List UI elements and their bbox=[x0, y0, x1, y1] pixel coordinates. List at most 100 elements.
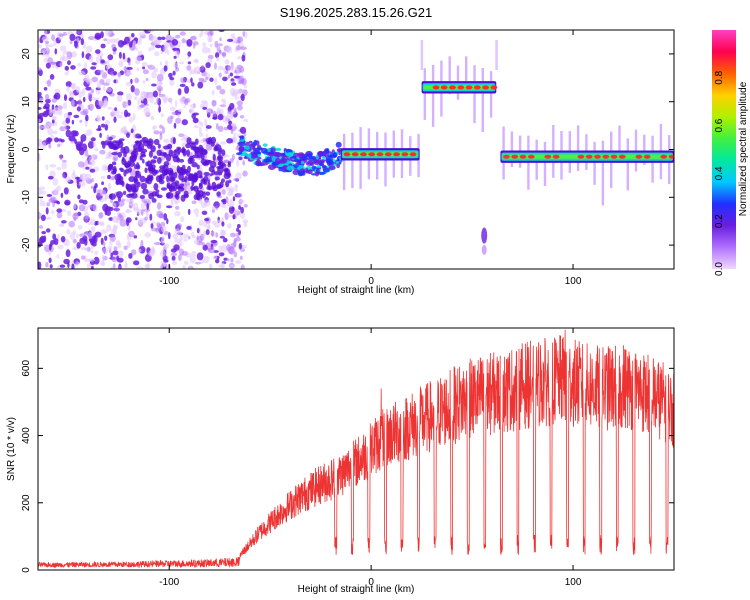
noise-blob bbox=[39, 200, 46, 207]
noise-cluster-blob bbox=[117, 151, 122, 158]
noise-blob bbox=[207, 222, 210, 229]
noise-blob bbox=[180, 77, 186, 84]
noise-cluster-blob bbox=[161, 187, 167, 191]
noise-blob bbox=[38, 97, 45, 105]
noise-blob bbox=[175, 34, 181, 39]
noise-blob bbox=[156, 73, 164, 82]
noise-blob bbox=[174, 200, 178, 205]
noise-blob bbox=[150, 115, 155, 121]
noise-blob bbox=[76, 146, 83, 151]
noise-blob bbox=[234, 107, 237, 113]
descending-track-blob bbox=[285, 149, 293, 154]
noise-blob bbox=[51, 104, 55, 110]
noise-blob bbox=[114, 206, 119, 212]
noise-blob bbox=[221, 98, 225, 103]
snr-y-tick-label: 200 bbox=[21, 494, 32, 511]
noise-blob bbox=[117, 250, 124, 258]
noise-blob bbox=[227, 110, 232, 114]
noise-blob bbox=[141, 91, 148, 96]
noise-blob bbox=[94, 32, 102, 40]
noise-blob bbox=[110, 198, 113, 204]
noise-cluster-blob bbox=[166, 191, 174, 199]
noise-blob bbox=[192, 117, 199, 124]
snr-x-ticks: -100 0 100 bbox=[159, 328, 582, 588]
noise-blob bbox=[159, 61, 163, 66]
noise-cluster-blob bbox=[194, 146, 200, 154]
noise-cluster-blob bbox=[181, 164, 186, 171]
descending-track-blob bbox=[274, 147, 282, 152]
noise-blob bbox=[77, 30, 81, 35]
noise-blob bbox=[151, 45, 155, 51]
noise-blob bbox=[238, 156, 243, 161]
noise-blob bbox=[57, 143, 61, 148]
noise-blob bbox=[137, 37, 142, 45]
noise-blob bbox=[163, 213, 168, 221]
noise-blob bbox=[54, 48, 58, 55]
noise-blob bbox=[170, 199, 174, 207]
noise-blob bbox=[222, 237, 228, 243]
noise-blob bbox=[236, 159, 240, 167]
noise-blob bbox=[51, 210, 55, 215]
noise-blob bbox=[231, 206, 235, 212]
noise-blob bbox=[236, 89, 244, 94]
noise-blob bbox=[111, 256, 118, 263]
noise-cluster-blob bbox=[171, 154, 179, 159]
noise-blob bbox=[52, 107, 60, 115]
noise-blob bbox=[227, 74, 230, 79]
noise-blob bbox=[157, 202, 162, 210]
noise-cluster-blob bbox=[128, 167, 133, 173]
noise-blob bbox=[90, 97, 98, 101]
noise-blob bbox=[38, 112, 46, 117]
noise-blob bbox=[38, 186, 46, 191]
noise-blob bbox=[170, 115, 174, 119]
noise-blob bbox=[41, 231, 46, 235]
noise-blob bbox=[215, 205, 219, 210]
noise-blob bbox=[45, 228, 51, 233]
noise-blob bbox=[217, 65, 224, 71]
snr-frame bbox=[37, 327, 675, 571]
segment-hotspot bbox=[409, 152, 417, 157]
noise-blob bbox=[227, 223, 232, 229]
colorbar-ticks: 0.0 0.2 0.4 0.6 0.8 bbox=[714, 70, 725, 276]
noise-blob bbox=[71, 119, 75, 125]
noise-blob bbox=[209, 43, 213, 48]
noise-blob bbox=[147, 30, 155, 33]
noise-blob bbox=[59, 264, 66, 268]
noise-cluster-blob bbox=[140, 182, 148, 190]
noise-blob bbox=[84, 247, 88, 251]
descending-track-blob bbox=[314, 170, 320, 177]
noise-blob bbox=[199, 132, 204, 137]
noise-blob bbox=[243, 118, 249, 123]
descending-track-blob bbox=[273, 151, 279, 157]
noise-blob bbox=[72, 247, 79, 250]
noise-blob bbox=[99, 221, 104, 225]
noise-blob bbox=[80, 110, 88, 116]
noise-cluster-blob bbox=[137, 164, 141, 170]
noise-cluster-blob bbox=[111, 152, 118, 156]
noise-cluster-blob bbox=[198, 182, 203, 190]
descending-track-blob bbox=[325, 158, 332, 164]
noise-cluster-blob bbox=[203, 181, 208, 185]
noise-blob bbox=[171, 39, 179, 46]
noise-blob bbox=[149, 213, 153, 221]
noise-blob bbox=[199, 104, 205, 109]
noise-blob bbox=[193, 208, 200, 215]
noise-blob bbox=[236, 192, 243, 198]
noise-blob bbox=[118, 51, 122, 59]
noise-blob bbox=[199, 198, 203, 205]
noise-blob bbox=[144, 216, 148, 221]
noise-blob bbox=[105, 30, 112, 37]
noise-blob bbox=[224, 59, 230, 65]
noise-blob bbox=[76, 242, 81, 249]
noise-blob bbox=[76, 106, 81, 112]
noise-blob bbox=[232, 196, 236, 202]
noise-blob bbox=[204, 218, 210, 222]
descending-track-blob bbox=[249, 143, 256, 150]
noise-cluster-blob bbox=[155, 192, 160, 197]
noise-cluster-blob bbox=[109, 143, 115, 149]
noise-blob bbox=[91, 242, 97, 247]
spectrogram-x-tick-label: -100 bbox=[159, 276, 179, 287]
noise-blob bbox=[158, 105, 162, 113]
noise-blob bbox=[177, 113, 181, 118]
noise-blob bbox=[237, 224, 241, 229]
